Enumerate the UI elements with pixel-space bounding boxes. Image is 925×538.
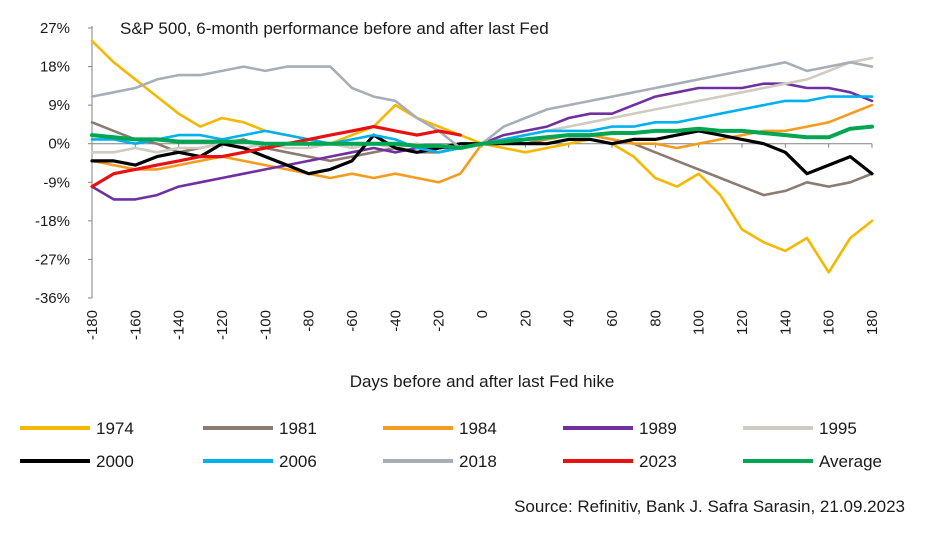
legend-label: 1995 [819,419,857,438]
y-tick-label: 18% [40,59,70,76]
legend-label: 1974 [96,419,134,438]
x-tick-label: 140 [777,310,794,335]
x-tick-label: 100 [691,310,708,335]
legend-item-1989: 1989 [563,419,677,438]
axes [91,26,872,298]
legend-item-2023: 2023 [563,452,677,471]
legend-label: 1989 [639,419,677,438]
y-tick-label: -18% [35,213,70,230]
legend-item-2006: 2006 [203,452,317,471]
legend-item-2000: 2000 [20,452,134,471]
x-tick-label: 0 [474,310,491,318]
legend-label: 1981 [279,419,317,438]
x-axis: -180 -160 -140 -120 -100 -80 -60 -40 -20 0 20 40 60 8… [84,143,881,340]
legend-label: 1984 [459,419,497,438]
x-tick-label: -60 [344,310,361,332]
x-tick-label: 160 [821,310,838,335]
y-tick-label: -9% [43,174,70,191]
x-tick-label: 120 [734,310,751,335]
x-tick-label: 20 [517,310,534,327]
x-tick-label: 40 [561,310,578,327]
x-tick-label: -20 [431,310,448,332]
legend-label: 2006 [279,452,317,471]
legend-item-1981: 1981 [203,419,317,438]
x-tick-label: -140 [171,310,188,340]
legend-label: Average [819,452,882,471]
y-tick-label: 0% [48,136,70,153]
y-tick-label: -27% [35,251,70,268]
x-axis-label: Days before and after last Fed hike [350,372,615,391]
x-tick-label: 60 [604,310,621,327]
legend-label: 2018 [459,452,497,471]
chart-title: S&P 500, 6-month performance before and … [120,19,549,38]
x-tick-label: -180 [84,310,101,340]
legend: 1974 1981 1984 1989 1995 2000 2006 2018 2023 Aver… [20,419,882,471]
series-line-2023 [90,124,462,189]
legend-label: 2000 [96,452,134,471]
legend-item-2018: 2018 [383,452,497,471]
legend-item-1984: 1984 [383,419,497,438]
series-line-2018 [90,60,874,150]
series-line-average [90,124,874,150]
y-tick-label: -36% [35,290,70,307]
x-tick-label: -100 [257,310,274,340]
x-tick-label: -120 [214,310,231,340]
y-tick-label: 27% [40,20,70,37]
legend-item-average: Average [743,452,882,471]
x-tick-label: -160 [127,310,144,340]
plot-area [90,39,874,274]
legend-item-1995: 1995 [743,419,857,438]
y-axis: 27% 18% 9% 0% -9% -18% -27% -36% [35,20,92,307]
legend-item-1974: 1974 [20,419,134,438]
x-tick-label: -40 [387,310,404,332]
legend-label: 2023 [639,452,677,471]
x-tick-label: 180 [864,310,881,335]
x-tick-label: -80 [301,310,318,332]
x-tick-label: 80 [647,310,664,327]
y-tick-label: 9% [48,97,70,114]
source-note: Source: Refinitiv, Bank J. Safra Sarasin… [514,497,905,516]
